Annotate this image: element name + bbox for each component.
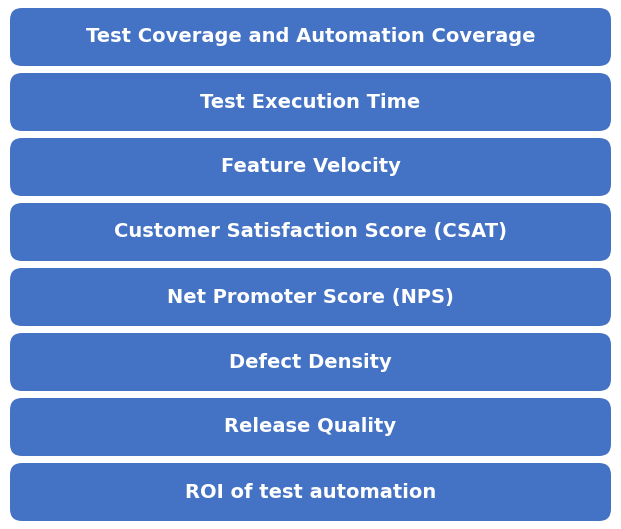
Text: Test Coverage and Automation Coverage: Test Coverage and Automation Coverage (86, 28, 535, 47)
FancyBboxPatch shape (10, 398, 611, 456)
Text: Feature Velocity: Feature Velocity (220, 158, 401, 177)
Text: ROI of test automation: ROI of test automation (185, 482, 436, 501)
Text: Net Promoter Score (NPS): Net Promoter Score (NPS) (167, 287, 454, 306)
Text: Release Quality: Release Quality (224, 417, 397, 436)
FancyBboxPatch shape (10, 463, 611, 521)
Text: Customer Satisfaction Score (CSAT): Customer Satisfaction Score (CSAT) (114, 223, 507, 242)
FancyBboxPatch shape (10, 138, 611, 196)
FancyBboxPatch shape (10, 8, 611, 66)
FancyBboxPatch shape (10, 268, 611, 326)
FancyBboxPatch shape (10, 203, 611, 261)
FancyBboxPatch shape (10, 333, 611, 391)
Text: Defect Density: Defect Density (229, 352, 392, 371)
FancyBboxPatch shape (10, 73, 611, 131)
Text: Test Execution Time: Test Execution Time (201, 93, 420, 112)
